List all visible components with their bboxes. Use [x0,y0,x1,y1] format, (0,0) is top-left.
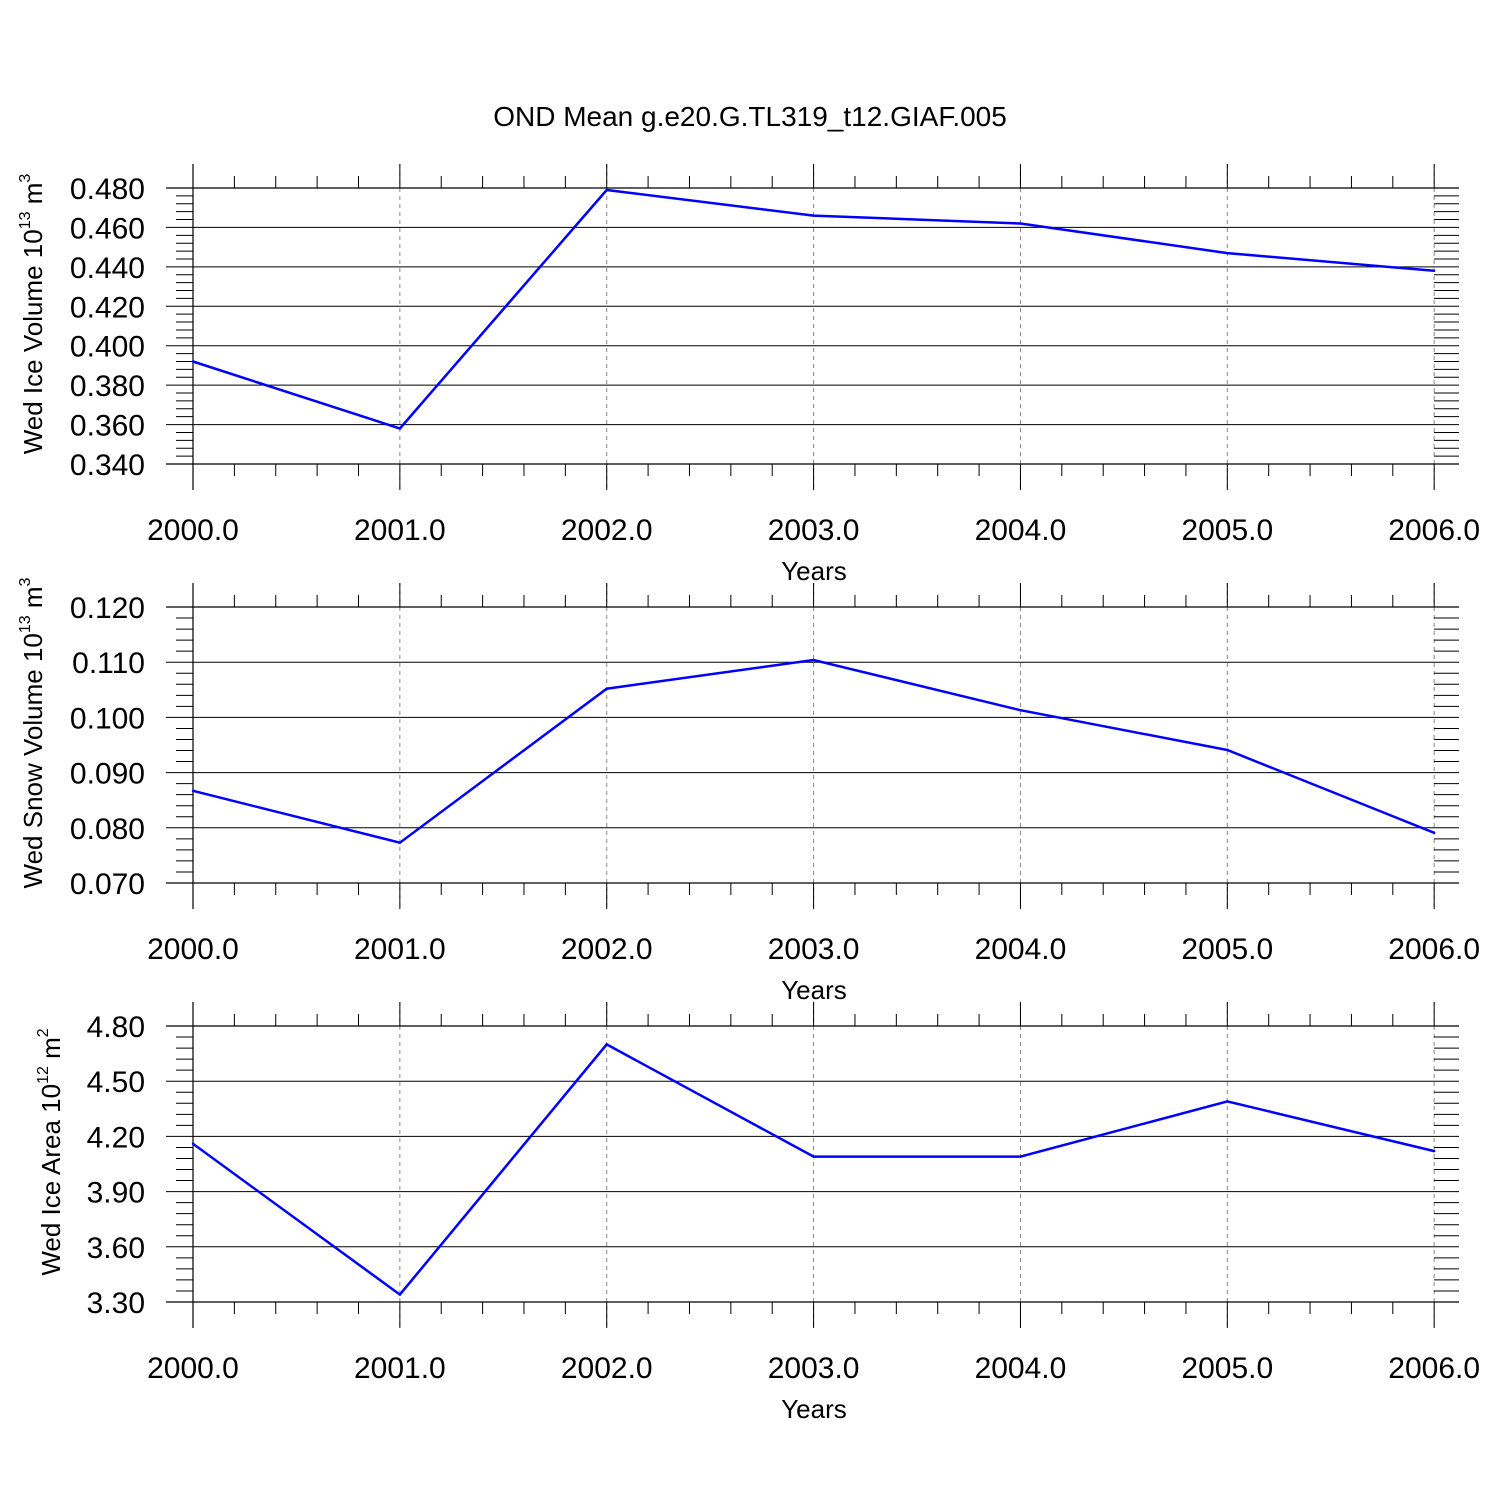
x-tick-label: 2005.0 [1181,514,1273,547]
x-tick-label: 2003.0 [768,933,860,966]
x-axis-label: Years [781,975,847,1005]
x-tick-label: 2000.0 [147,1352,239,1385]
x-tick-label: 2002.0 [561,514,653,547]
data-point [605,188,608,192]
x-tick-label: 2006.0 [1388,933,1480,966]
y-axis-label-prefix: Wed Ice Area 10 [36,1084,66,1276]
y-axis-label: Wed Snow Volume 1013 m3 [17,577,48,888]
x-tick-label: 2001.0 [354,1352,446,1385]
x-tick-label: 2004.0 [975,1352,1067,1385]
y-axis-label-prefix: Wed Ice Volume 10 [18,229,48,454]
data-point [1226,1100,1229,1103]
x-tick-label: 2002.0 [561,933,653,966]
y-tick-label: 3.30 [87,1287,145,1320]
x-axis-label: Years [781,1394,847,1424]
y-tick-label: 4.20 [87,1121,145,1154]
y-tick-label: 3.90 [87,1177,145,1210]
data-point [812,658,815,662]
x-tick-label: 2003.0 [768,514,860,547]
y-axis-label-exponent: 13 [17,211,34,229]
data-point [1432,831,1436,834]
y-axis-label-unit-exponent: 2 [35,1028,52,1037]
y-tick-label: 0.380 [70,370,145,403]
y-tick-label: 0.360 [70,410,145,443]
x-tick-label: 2005.0 [1181,933,1273,966]
x-tick-label: 2005.0 [1181,1352,1273,1385]
x-tick-label: 2006.0 [1388,514,1480,547]
y-tick-label: 0.480 [70,173,145,206]
data-point [398,841,402,844]
panel-ice-area: 3.30 3.60 3.90 4.20 4.50 4.80 2000.0 2001.0 2002… [35,1002,1480,1424]
y-axis-label-unit-exponent: 3 [17,174,34,183]
data-point [1226,251,1229,255]
y-axis-label-unit: m [18,586,48,615]
x-tick-label: 2001.0 [354,933,446,966]
x-axis-label: Years [781,556,847,586]
x-tick-label: 2000.0 [147,514,239,547]
data-point [1432,269,1436,272]
x-tick-label: 2002.0 [561,1352,653,1385]
y-axis-label-exponent: 13 [17,615,34,633]
data-point [191,789,195,793]
y-axis-label: Wed Ice Volume 1013 m3 [17,174,48,455]
y-axis-label-unit: m [18,183,48,212]
data-point [1226,748,1229,752]
x-tick-label: 2001.0 [354,514,446,547]
x-tick-label: 2004.0 [975,933,1067,966]
y-axis-label-prefix: Wed Snow Volume 10 [18,633,48,888]
data-point [191,360,195,363]
data-point [398,427,402,430]
y-tick-label: 0.120 [70,592,145,625]
y-tick-label: 0.460 [70,212,145,245]
y-axis-label-unit: m [36,1037,66,1066]
y-tick-label: 4.50 [87,1066,145,1099]
y-tick-label: 0.100 [70,702,145,735]
data-point [812,1155,815,1158]
data-point [605,687,608,690]
data-point [191,1142,195,1145]
panel-snow-volume: 0.070 0.080 0.090 0.100 0.110 0.120 2000.0 2001… [17,577,1480,1005]
y-tick-label: 0.340 [70,449,145,482]
x-tick-label: 2000.0 [147,933,239,966]
chart-title: OND Mean g.e20.G.TL319_t12.GIAF.005 [493,101,1007,132]
y-tick-label: 3.60 [87,1232,145,1265]
y-tick-label: 0.420 [70,291,145,324]
data-point [398,1293,402,1296]
y-tick-label: 0.440 [70,252,145,285]
series-line [192,1042,1435,1297]
y-tick-label: 0.080 [70,813,145,846]
data-point [605,1043,608,1046]
y-axis-label-unit-exponent: 3 [17,577,34,586]
y-tick-label: 0.070 [70,868,145,901]
y-axis-label: Wed Ice Area 1012 m2 [35,1028,66,1275]
y-tick-label: 0.400 [70,331,145,364]
x-tick-label: 2004.0 [975,514,1067,547]
y-tick-label: 0.090 [70,758,145,791]
x-tick-label: 2003.0 [768,1352,860,1385]
data-point [812,214,815,217]
data-point [1019,1155,1022,1158]
panel-ice-volume: 0.340 0.360 0.380 0.400 0.420 0.440 0.460 0.480… [17,164,1480,586]
data-point [1019,709,1022,712]
data-point [1432,1149,1436,1153]
y-axis-label-exponent: 12 [35,1066,52,1084]
y-tick-label: 0.110 [72,647,145,680]
data-point [1019,222,1022,225]
y-tick-label: 4.80 [87,1011,145,1044]
x-tick-label: 2006.0 [1388,1352,1480,1385]
